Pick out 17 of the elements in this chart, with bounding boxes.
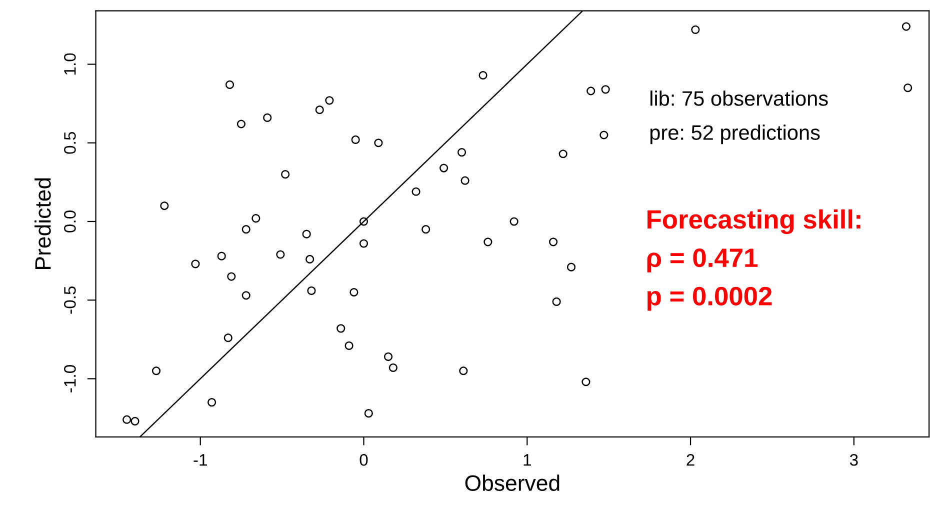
y-tick-label: -1.0 <box>64 365 76 392</box>
y-axis-title: Predicted <box>34 178 51 269</box>
x-tick-label: 2 <box>686 454 694 466</box>
x-tick-label: -1 <box>194 454 207 466</box>
annotation: ρ = 0.471 <box>647 248 758 272</box>
y-tick-label: 1.0 <box>64 53 76 75</box>
y-tick-label: 0.5 <box>64 132 76 154</box>
x-axis-title: Observed <box>465 474 560 491</box>
y-tick-label: -0.5 <box>64 286 76 314</box>
x-tick-label: 0 <box>360 454 368 466</box>
annotation: pre: 52 predictions <box>650 124 820 144</box>
x-tick-label: 3 <box>850 454 858 466</box>
x-tick-label: 1 <box>524 454 531 466</box>
annotation: Forecasting skill: <box>648 209 860 234</box>
annotation: p = 0.0002 <box>647 286 772 311</box>
annotation: lib: 75 observations <box>650 90 828 106</box>
y-tick-label: 0.0 <box>64 210 76 232</box>
